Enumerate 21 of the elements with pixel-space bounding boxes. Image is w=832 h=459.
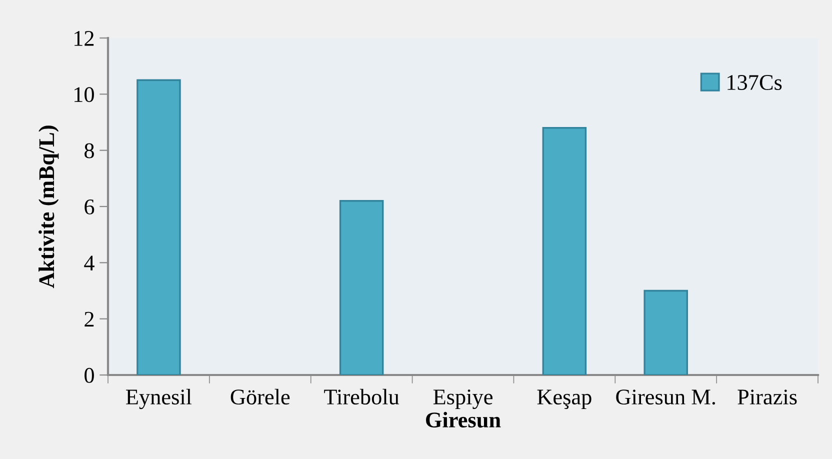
legend-label: 137Cs bbox=[728, 75, 782, 90]
y-axis-title: Aktivite (mBq/L) bbox=[38, 126, 59, 288]
x-tick-label: Keşap bbox=[537, 390, 592, 410]
x-tick-label: Espiye bbox=[433, 390, 492, 410]
x-tick-label: Görele bbox=[230, 388, 290, 405]
y-tick-label: 6 bbox=[84, 199, 94, 214]
y-tick-label: 12 bbox=[74, 30, 94, 46]
bar bbox=[644, 290, 688, 375]
y-tick-label: 8 bbox=[84, 143, 94, 158]
bar bbox=[542, 127, 587, 375]
y-tick-label: 4 bbox=[84, 256, 94, 270]
x-axis-title: Giresun bbox=[426, 412, 501, 428]
x-tick-label: Tirebolu bbox=[324, 388, 400, 405]
y-tick-label: 2 bbox=[84, 312, 94, 327]
x-tick-label: Eynesil bbox=[126, 388, 192, 410]
bar bbox=[136, 79, 181, 375]
bar bbox=[339, 200, 384, 375]
x-tick-label: Pirazis bbox=[738, 390, 797, 405]
y-tick-label: 0 bbox=[84, 368, 94, 383]
y-tick-label: 10 bbox=[74, 87, 94, 102]
x-tick-label: Giresun M. bbox=[616, 390, 716, 405]
